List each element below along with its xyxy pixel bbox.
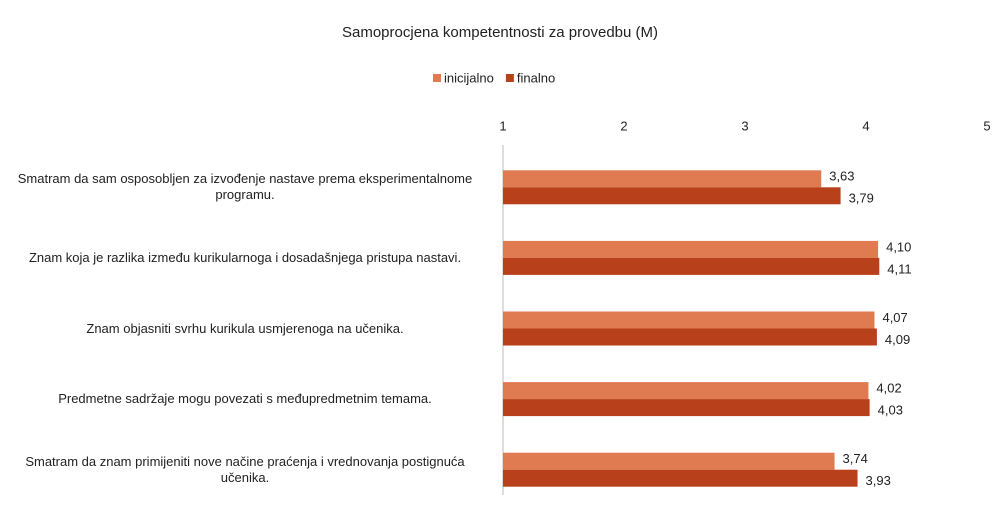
bar — [503, 311, 875, 329]
y-tick-label: Predmetne sadržaje mogu povezati s međup… — [58, 391, 432, 407]
x-tick-label: 5 — [983, 118, 990, 133]
x-tick-label: 2 — [620, 118, 627, 133]
bar — [503, 187, 841, 205]
legend-label: inicijalno — [444, 70, 494, 85]
value-label: 4,03 — [878, 403, 903, 418]
x-tick-label: 4 — [862, 118, 869, 133]
bar — [503, 240, 879, 258]
value-label: 4,02 — [876, 381, 901, 396]
bar — [503, 170, 822, 188]
bar — [503, 452, 835, 470]
value-label: 3,74 — [843, 451, 868, 466]
bar — [503, 328, 877, 346]
bar — [503, 257, 880, 275]
value-label: 4,07 — [882, 310, 907, 325]
legend-swatch — [505, 74, 514, 82]
x-tick-label: 1 — [499, 118, 506, 133]
x-tick-label: 3 — [741, 118, 748, 133]
y-tick-label: Znam objasniti svrhu kurikula usmjerenog… — [86, 320, 404, 336]
y-tick-label: Znam koja je razlika između kurikularnog… — [28, 249, 462, 265]
value-label: 3,93 — [866, 473, 891, 488]
legend-swatch — [433, 74, 441, 82]
chart-title: Samoprocjena kompetentnosti za provedbu … — [342, 24, 658, 41]
bar — [503, 469, 858, 487]
legend-label: finalno — [517, 70, 555, 85]
value-label: 4,11 — [887, 261, 911, 276]
bar — [503, 382, 869, 400]
value-label: 4,10 — [886, 239, 911, 254]
value-label: 3,63 — [829, 169, 854, 184]
bar — [503, 399, 870, 417]
value-label: 3,79 — [849, 191, 874, 206]
value-label: 4,09 — [885, 332, 910, 347]
y-tick-label: Smatram da sam osposobljen za izvođenje … — [17, 171, 473, 203]
y-tick-label: Smatram da znam primijeniti nove načine … — [25, 453, 465, 485]
